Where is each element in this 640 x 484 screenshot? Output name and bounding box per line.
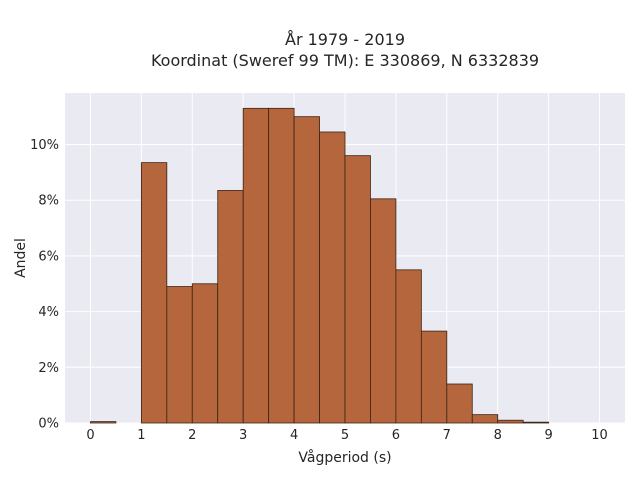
histogram-bar — [217, 190, 244, 424]
x-tick-label: 10 — [591, 428, 608, 443]
x-tick-label: 1 — [137, 428, 145, 443]
x-tick-label: 7 — [443, 428, 451, 443]
x-tick-label: 3 — [239, 428, 247, 443]
histogram-bar — [319, 131, 346, 424]
y-tick-label: 8% — [38, 194, 59, 209]
histogram-bar — [268, 107, 295, 424]
histogram-bar — [90, 421, 117, 424]
chart-title-line1: År 1979 - 2019 — [285, 30, 405, 49]
x-tick-label: 4 — [290, 428, 298, 443]
histogram-bar — [471, 414, 499, 424]
histogram-bar — [242, 107, 270, 424]
histogram-bar — [293, 116, 320, 424]
chart-title-line2: Koordinat (Sweref 99 TM): E 330869, N 63… — [151, 51, 539, 70]
x-tick-label: 9 — [544, 428, 552, 443]
y-tick-label: 6% — [38, 249, 59, 264]
histogram-bar — [497, 419, 524, 424]
y-tick-label: 0% — [38, 417, 59, 432]
y-axis-label: Andel — [13, 238, 29, 278]
x-tick-labels: 0 1 2 3 4 5 6 7 8 9 10 — [86, 428, 608, 443]
histogram-bar — [420, 330, 448, 424]
x-tick-label: 8 — [494, 428, 502, 443]
histogram-bar — [140, 162, 168, 424]
x-tick-label: 0 — [86, 428, 94, 443]
y-tick-label: 2% — [38, 361, 59, 376]
histogram-bar — [370, 198, 397, 424]
histogram-bar — [166, 286, 193, 424]
x-axis-label: Vågperiod (s) — [298, 449, 391, 466]
histogram-bar — [446, 383, 473, 424]
x-tick-label: 2 — [188, 428, 196, 443]
x-tick-label: 5 — [341, 428, 349, 443]
y-tick-label: 10% — [30, 138, 59, 153]
x-tick-label: 6 — [392, 428, 400, 443]
histogram-bars — [90, 107, 550, 424]
y-tick-labels: 0% 2% 4% 6% 8% 10% — [30, 138, 59, 431]
histogram-bar — [395, 269, 422, 424]
histogram-bar — [191, 283, 219, 424]
histogram-bar — [344, 155, 371, 424]
histogram-bar — [522, 421, 550, 424]
y-tick-label: 4% — [38, 305, 59, 320]
